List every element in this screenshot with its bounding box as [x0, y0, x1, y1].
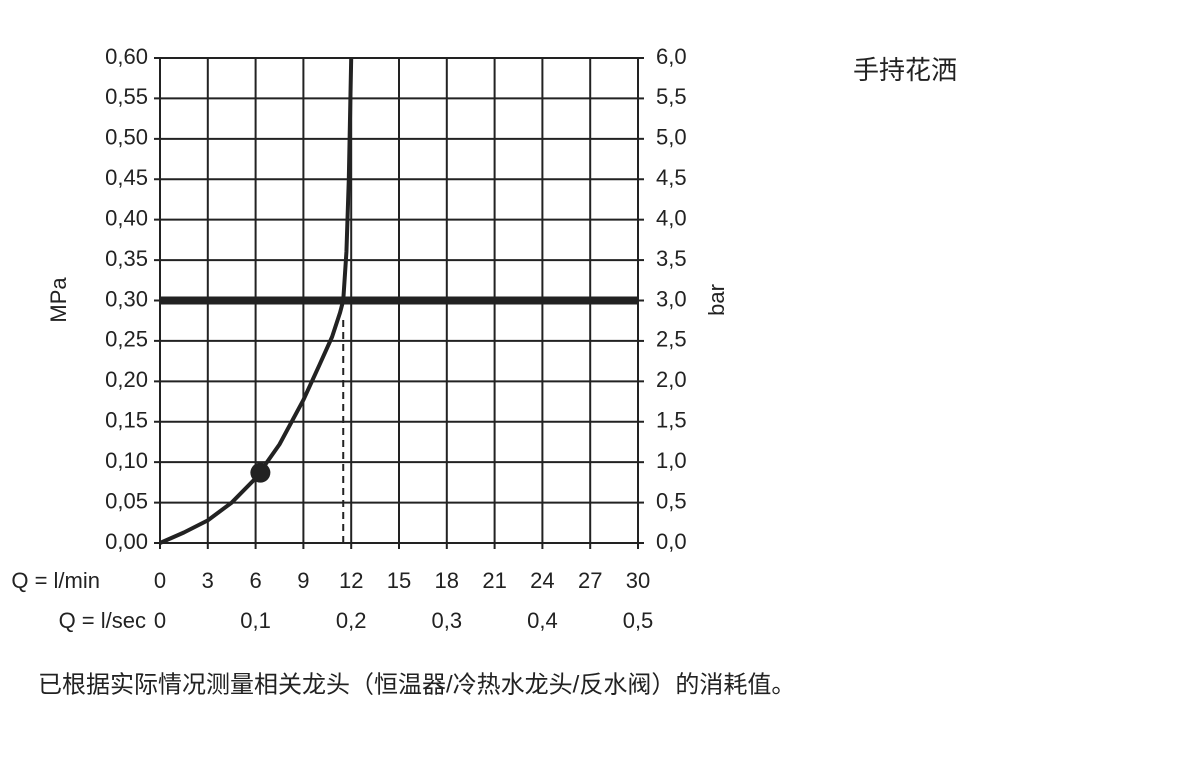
x-tick-label: 6	[249, 568, 261, 593]
y2-tick-label: 0,0	[656, 529, 687, 554]
x-tick-label: 30	[626, 568, 650, 593]
x-tick-label: 18	[435, 568, 459, 593]
curve	[159, 57, 354, 545]
y2-tick-label: 4,5	[656, 165, 687, 190]
x-tick-label: 24	[530, 568, 554, 593]
x-axis-label: Q = l/min	[11, 568, 100, 593]
y2-axis-label: bar	[704, 284, 729, 316]
x-tick-label: 21	[482, 568, 506, 593]
y2-tick-label: 3,0	[656, 286, 687, 311]
y-tick-label: 0,45	[105, 165, 148, 190]
y2-tick-label: 6,0	[656, 44, 687, 69]
x-tick-label: 9	[297, 568, 309, 593]
y2-tick-label: 1,5	[656, 408, 687, 433]
x-tick-label: 15	[387, 568, 411, 593]
y-tick-label: 0,15	[105, 408, 148, 433]
x2-tick-label: 0,3	[432, 608, 463, 633]
y-tick-label: 0,55	[105, 84, 148, 109]
y-tick-label: 0,25	[105, 327, 148, 352]
x-tick-label: 3	[202, 568, 214, 593]
x2-tick-label: 0,4	[527, 608, 558, 633]
y-tick-label: 0,20	[105, 367, 148, 392]
y-axis-label: MPa	[46, 277, 71, 323]
marker-point	[250, 462, 271, 483]
x-tick-label: 12	[339, 568, 363, 593]
y2-tick-label: 5,5	[656, 84, 687, 109]
x-tick-label: 0	[154, 568, 166, 593]
y2-tick-label: 3,5	[656, 246, 687, 271]
y-tick-label: 0,60	[105, 44, 148, 69]
x2-axis-label: Q = l/sec	[59, 608, 146, 633]
y-tick-label: 0,00	[105, 529, 148, 554]
y2-tick-label: 2,0	[656, 367, 687, 392]
y-tick-label: 0,10	[105, 448, 148, 473]
x2-tick-label: 0,5	[623, 608, 654, 633]
y2-tick-label: 0,5	[656, 488, 687, 513]
y2-tick-label: 1,0	[656, 448, 687, 473]
chart-title: 手持花洒	[853, 55, 957, 85]
y-tick-label: 0,40	[105, 205, 148, 230]
y-tick-label: 0,50	[105, 125, 148, 150]
y-tick-label: 0,05	[105, 488, 148, 513]
x-tick-label: 27	[578, 568, 602, 593]
x2-tick-label: 0,1	[240, 608, 271, 633]
y-tick-label: 0,30	[105, 286, 148, 311]
y2-tick-label: 2,5	[656, 327, 687, 352]
y-tick-label: 0,35	[105, 246, 148, 271]
x2-tick-label: 0	[154, 608, 166, 633]
x2-tick-label: 0,2	[336, 608, 367, 633]
y2-tick-label: 4,0	[656, 205, 687, 230]
footnote: 已根据实际情况测量相关龙头（恒温器/冷热水龙头/反水阀）的消耗值。	[38, 671, 795, 698]
y2-tick-label: 5,0	[656, 125, 687, 150]
